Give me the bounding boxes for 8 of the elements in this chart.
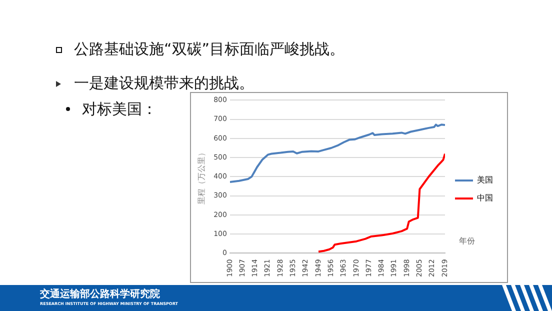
legend-label: 美国 bbox=[477, 176, 493, 185]
text: 交通运输部公路科学研究院 bbox=[40, 287, 160, 301]
y-axis-title: 里程（万公里） bbox=[196, 148, 206, 205]
chart-title: 公路基础设施“双碳”目标面临严峻挑战。 bbox=[74, 40, 345, 59]
text: 对标美国： bbox=[82, 100, 157, 119]
chart-subtitle: 一是建设规模带来的挑战。 bbox=[74, 74, 254, 93]
x-axis-title: 年份 bbox=[459, 236, 475, 246]
legend-label: 中国 bbox=[477, 194, 493, 203]
